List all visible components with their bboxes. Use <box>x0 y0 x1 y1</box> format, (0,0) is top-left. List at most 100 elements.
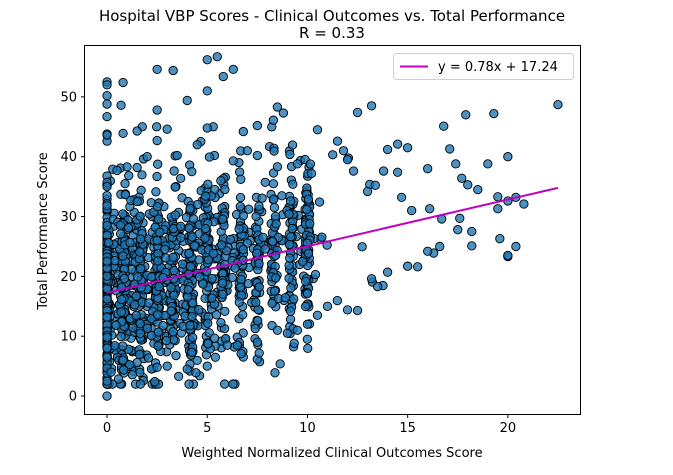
data-point <box>366 274 377 284</box>
data-point <box>254 282 264 292</box>
data-point <box>280 292 291 303</box>
data-point <box>152 171 162 182</box>
data-point <box>473 184 483 195</box>
data-point <box>131 310 141 321</box>
data-point <box>169 265 179 276</box>
data-point <box>104 238 114 248</box>
data-point <box>235 201 245 212</box>
data-point <box>378 166 389 176</box>
data-point <box>252 248 262 258</box>
legend: y = 0.78x + 17.24 <box>393 53 574 80</box>
fit-layer <box>106 186 559 294</box>
y-tick-label: 0 <box>69 390 77 405</box>
data-point <box>251 297 261 308</box>
data-point <box>118 251 128 261</box>
data-point <box>111 320 121 330</box>
data-point <box>202 55 212 65</box>
data-point <box>216 240 227 250</box>
data-point <box>153 214 164 224</box>
data-point <box>153 327 163 337</box>
y-axis-ticks: 0 10 20 30 40 50 <box>60 90 85 405</box>
data-point <box>253 316 263 326</box>
data-point <box>402 143 413 153</box>
data-point <box>235 282 246 292</box>
data-point <box>301 276 311 287</box>
data-point <box>287 140 298 150</box>
data-point <box>191 368 201 378</box>
data-point <box>457 173 467 183</box>
data-point <box>166 306 176 316</box>
data-point <box>467 226 477 237</box>
data-point <box>135 328 145 339</box>
data-point <box>272 325 283 335</box>
data-point <box>425 204 435 214</box>
data-point <box>220 306 230 316</box>
data-point <box>277 191 287 201</box>
y-tick-label: 20 <box>60 270 77 285</box>
data-point <box>192 140 202 150</box>
data-point <box>135 318 145 329</box>
data-point <box>236 174 246 184</box>
y-tick-label: 50 <box>60 90 77 105</box>
data-point <box>151 187 161 197</box>
data-point <box>302 204 312 215</box>
data-point <box>271 273 281 283</box>
data-point <box>305 219 315 229</box>
data-point <box>202 361 212 371</box>
data-point <box>489 108 499 119</box>
data-point <box>188 214 199 224</box>
data-point <box>118 128 128 139</box>
y-tick-label: 40 <box>60 150 77 165</box>
data-point <box>314 197 325 207</box>
y-tick-label: 30 <box>60 210 77 225</box>
data-point <box>289 294 299 304</box>
legend-box <box>393 53 574 80</box>
data-point <box>312 125 323 135</box>
data-point <box>118 77 128 88</box>
data-point <box>119 365 129 375</box>
data-point <box>413 262 423 272</box>
data-point <box>287 223 297 234</box>
x-tick-label: 15 <box>399 421 416 436</box>
data-point <box>152 235 162 246</box>
data-point <box>154 282 164 292</box>
data-point <box>169 166 179 176</box>
data-point <box>125 237 135 248</box>
data-point <box>116 100 126 110</box>
data-point <box>382 144 393 155</box>
data-point <box>135 379 146 389</box>
data-point <box>519 199 529 209</box>
data-point <box>272 102 283 112</box>
data-point <box>250 323 260 334</box>
legend-fit-label: y = 0.78x + 17.24 <box>438 60 558 75</box>
data-point <box>352 305 363 316</box>
data-point <box>238 211 248 221</box>
data-point <box>203 339 213 349</box>
data-point <box>162 361 172 371</box>
data-point <box>200 223 211 234</box>
data-point <box>152 135 162 146</box>
data-point <box>173 371 184 382</box>
data-point <box>366 101 377 111</box>
data-point <box>222 340 232 350</box>
x-tick-label: 10 <box>299 421 316 436</box>
data-point <box>238 126 248 137</box>
data-point <box>127 370 138 380</box>
data-point <box>453 225 463 235</box>
data-point <box>207 273 217 284</box>
data-point <box>134 349 145 360</box>
data-point <box>150 377 160 387</box>
data-point <box>124 170 134 181</box>
data-point <box>146 272 157 282</box>
data-point <box>136 264 146 274</box>
data-point <box>292 159 303 169</box>
data-point <box>184 223 194 233</box>
data-point <box>102 201 112 211</box>
data-point <box>258 232 268 243</box>
data-point <box>183 285 193 295</box>
x-axis-label: Weighted Normalized Clinical Outcomes Sc… <box>181 446 482 461</box>
data-point <box>200 233 210 243</box>
data-point <box>303 343 313 354</box>
data-point <box>268 179 279 189</box>
data-point <box>463 180 473 190</box>
